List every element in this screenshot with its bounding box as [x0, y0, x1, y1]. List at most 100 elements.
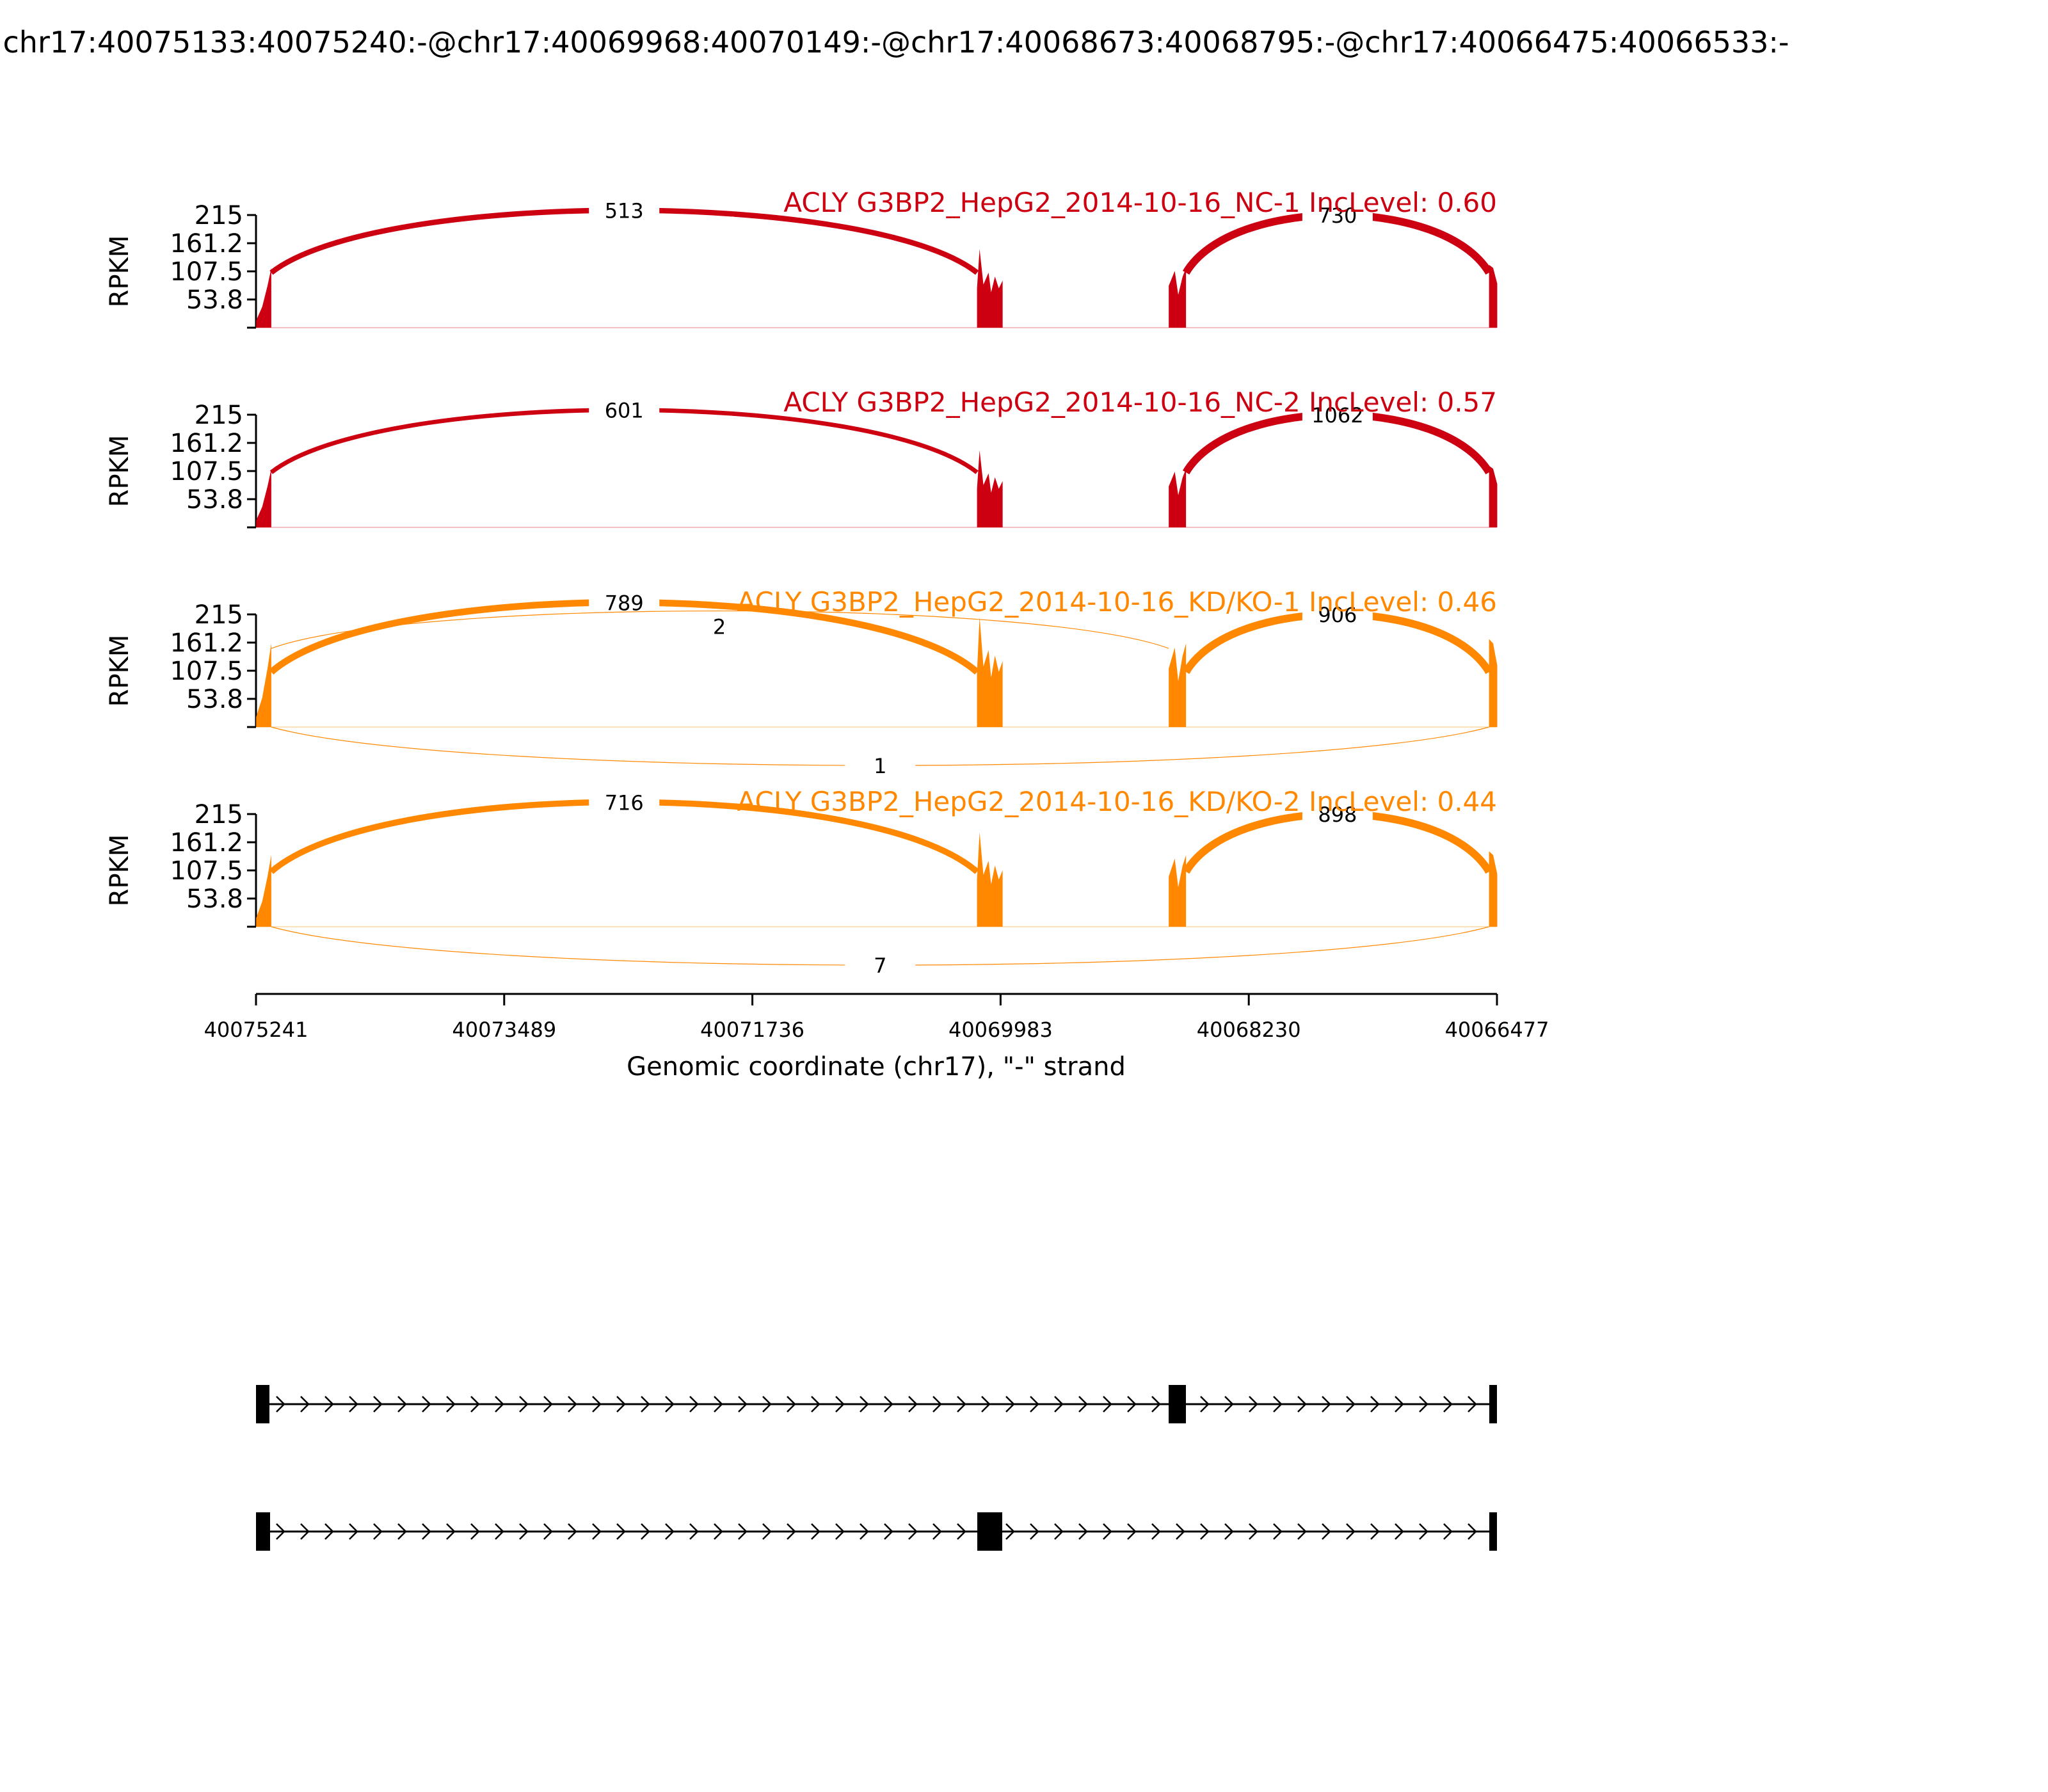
junction-count-box [1302, 401, 1373, 427]
junction-count-label: 1 [874, 754, 886, 778]
strand-chevron [446, 1396, 456, 1412]
exon-block [256, 1385, 269, 1423]
x-tick-label: 40068230 [1197, 1018, 1301, 1042]
strand-chevron [1395, 1523, 1404, 1540]
exon-block [1489, 1385, 1497, 1423]
strand-chevron [908, 1396, 918, 1412]
y-tick-label: 161.2 [170, 628, 243, 658]
exon-coverage [977, 450, 1003, 527]
figure-title: chr17:40075133:40075240:-@chr17:40069968… [3, 25, 1789, 60]
strand-chevron [908, 1523, 918, 1540]
strand-chevron [1249, 1523, 1258, 1540]
strand-chevron [543, 1523, 553, 1540]
exon-block [256, 1512, 270, 1551]
strand-chevron [324, 1523, 334, 1540]
strand-chevron [495, 1523, 504, 1540]
strand-chevron [884, 1523, 893, 1540]
strand-chevron [957, 1396, 966, 1412]
y-tick-label: 215 [195, 201, 243, 230]
y-tick-label: 161.2 [170, 828, 243, 858]
strand-chevron [884, 1396, 893, 1412]
exon-coverage [977, 249, 1003, 328]
strand-chevron [1370, 1523, 1380, 1540]
strand-chevron [616, 1523, 626, 1540]
strand-chevron [470, 1523, 480, 1540]
junction-count-box [1302, 800, 1373, 826]
strand-chevron [1078, 1396, 1088, 1412]
strand-chevron [422, 1523, 431, 1540]
strand-chevron [373, 1396, 383, 1412]
strand-chevron [738, 1523, 748, 1540]
strand-chevron [1443, 1396, 1453, 1412]
exon-coverage [256, 855, 271, 927]
strand-chevron [1297, 1396, 1307, 1412]
junction-count-label: 601 [605, 399, 644, 423]
junction-count-label: 1062 [1311, 403, 1363, 428]
isoform-tracks [256, 1385, 1497, 1551]
sample-label: ACLY G3BP2_HepG2_2014-10-16_KD/KO-2 IncL… [737, 786, 1497, 817]
strand-chevron [932, 1523, 942, 1540]
strand-chevron [1127, 1396, 1137, 1412]
junction-count-label: 7 [874, 954, 886, 978]
strand-chevron [1249, 1396, 1258, 1412]
strand-chevron [641, 1396, 650, 1412]
y-tick-label: 161.2 [170, 429, 243, 458]
exon-coverage [1489, 851, 1498, 927]
strand-chevron [592, 1523, 602, 1540]
strand-chevron [276, 1396, 285, 1412]
x-tick-label: 40071736 [700, 1018, 804, 1042]
strand-chevron [1151, 1396, 1161, 1412]
exon-coverage [1169, 468, 1187, 527]
strand-chevron [543, 1396, 553, 1412]
junction-count-box [589, 788, 660, 814]
junction-count-label: 898 [1318, 803, 1357, 827]
strand-chevron [1176, 1523, 1185, 1540]
strand-chevron [324, 1396, 334, 1412]
strand-chevron [714, 1396, 723, 1412]
strand-chevron [616, 1396, 626, 1412]
strand-chevron [1103, 1396, 1112, 1412]
strand-chevron [300, 1396, 310, 1412]
exon-coverage [977, 832, 1003, 927]
y-tick-label: 107.5 [170, 457, 243, 486]
y-tick-label: 215 [195, 800, 243, 829]
y-axis-label: RPKM [105, 635, 134, 707]
sample-label: ACLY G3BP2_HepG2_2014-10-16_NC-2 IncLeve… [783, 387, 1497, 418]
y-tick-label: 107.5 [170, 657, 243, 686]
strand-chevron [1224, 1396, 1234, 1412]
strand-chevron [1005, 1396, 1015, 1412]
strand-chevron [349, 1396, 358, 1412]
junction-count-box [589, 588, 660, 614]
exon-coverage [1489, 465, 1498, 527]
strand-chevron [1078, 1523, 1088, 1540]
strand-chevron [811, 1396, 820, 1412]
strand-chevron [1370, 1396, 1380, 1412]
exon-coverage [1489, 264, 1498, 328]
x-tick-label: 40066477 [1445, 1018, 1549, 1042]
strand-chevron [1395, 1396, 1404, 1412]
x-axis: 40075241 40073489 40071736 40069983 40068230… [204, 993, 1549, 1082]
strand-chevron [1346, 1396, 1356, 1412]
exon-coverage [256, 468, 271, 527]
y-axis-label: RPKM [105, 435, 134, 508]
junction-count-box [589, 396, 660, 422]
strand-chevron [1030, 1523, 1039, 1540]
strand-chevron [860, 1396, 869, 1412]
strand-chevron [446, 1523, 456, 1540]
y-tick-label: 53.8 [186, 285, 243, 315]
strand-chevron [1151, 1523, 1161, 1540]
strand-chevron [1200, 1523, 1210, 1540]
exon-coverage [1489, 639, 1498, 727]
junction-count-label: 730 [1318, 204, 1357, 228]
strand-chevron [1322, 1523, 1331, 1540]
exon-coverage [1169, 855, 1187, 927]
strand-chevron [349, 1523, 358, 1540]
strand-chevron [1005, 1523, 1015, 1540]
junction-count-box [1302, 600, 1373, 627]
strand-chevron [932, 1396, 942, 1412]
y-tick-label: 215 [195, 401, 243, 430]
strand-chevron [787, 1396, 796, 1412]
strand-chevron [641, 1523, 650, 1540]
